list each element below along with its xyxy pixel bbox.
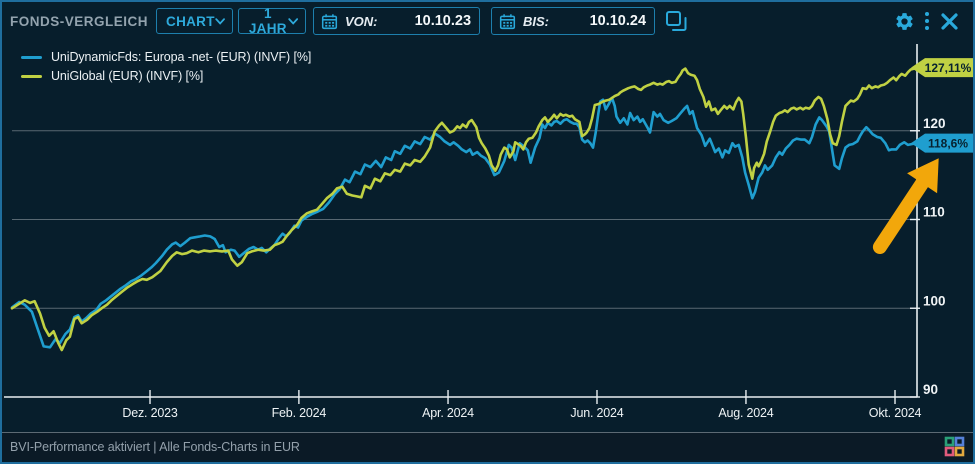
x-tick-label: Okt. 2024 bbox=[869, 406, 922, 420]
x-tick-label: Dez. 2023 bbox=[122, 406, 177, 420]
union-investment-tiles-button[interactable] bbox=[944, 436, 965, 457]
x-tick-label: Feb. 2024 bbox=[272, 406, 327, 420]
chart-type-dropdown[interactable]: CHART bbox=[156, 8, 234, 34]
close-icon bbox=[941, 12, 958, 30]
legend-swatch-yellow bbox=[21, 74, 42, 78]
chevron-down-icon bbox=[287, 17, 298, 25]
calendar-icon bbox=[499, 13, 516, 29]
legend-item: UniGlobal (EUR) (INVF) [%] bbox=[21, 68, 311, 84]
value-badge-label: 127,11% bbox=[925, 61, 972, 75]
performance-chart[interactable]: 90 100 110 120 Dez. 2023 Feb. 2024 Apr. 2024 Ju… bbox=[2, 40, 973, 432]
value-badge-uniglobal bbox=[911, 58, 973, 78]
annotation-arrow-head bbox=[907, 158, 939, 194]
chart-area[interactable]: 90 100 110 120 Dez. 2023 Feb. 2024 Apr. 2024 Ju… bbox=[2, 40, 973, 432]
y-tick-label: 120 bbox=[923, 116, 946, 131]
date-to-value[interactable]: 10.10.24 bbox=[589, 13, 647, 29]
date-to-label: BIS: bbox=[523, 13, 550, 29]
series-line-unidynamicfds[interactable] bbox=[10, 96, 919, 349]
period-dropdown[interactable]: 1 JAHR bbox=[238, 6, 307, 36]
copy-icon bbox=[666, 10, 687, 31]
date-to-field[interactable]: BIS: 10.10.24 bbox=[491, 7, 656, 35]
chart-legend: UniDynamicFds: Europa -net- (EUR) (INVF)… bbox=[21, 49, 311, 84]
value-badge-label: 118,6% bbox=[928, 137, 968, 151]
date-from-field[interactable]: VON: 10.10.23 bbox=[313, 7, 481, 35]
date-from-label: VON: bbox=[345, 13, 378, 29]
series-line-uniglobal[interactable] bbox=[10, 66, 919, 352]
calendar-icon bbox=[321, 13, 338, 29]
legend-swatch-blue bbox=[21, 55, 42, 59]
more-options-button[interactable] bbox=[925, 12, 929, 30]
status-text: BVI-Performance aktiviert | Alle Fonds-C… bbox=[10, 439, 300, 454]
settings-button[interactable] bbox=[894, 11, 915, 32]
x-tick-label: Apr. 2024 bbox=[422, 406, 474, 420]
chart-type-dropdown-label: CHART bbox=[166, 13, 215, 29]
gear-icon bbox=[896, 12, 913, 30]
kebab-icon bbox=[925, 12, 929, 30]
header-toolbar: FONDS-VERGLEICH CHART 1 JAHR VON: 10.10.… bbox=[2, 2, 973, 40]
x-tick-label: Jun. 2024 bbox=[570, 406, 623, 420]
y-tick-label: 90 bbox=[923, 382, 938, 397]
legend-item: UniDynamicFds: Europa -net- (EUR) (INVF)… bbox=[21, 49, 311, 65]
annotation-arrow-shaft bbox=[872, 176, 930, 255]
chevron-down-icon bbox=[215, 17, 225, 25]
colored-tiles-icon bbox=[944, 436, 965, 457]
period-dropdown-label: 1 JAHR bbox=[248, 6, 287, 36]
date-from-value[interactable]: 10.10.23 bbox=[414, 13, 472, 29]
close-button[interactable] bbox=[940, 12, 959, 31]
y-tick-label: 110 bbox=[923, 205, 945, 220]
status-bar: BVI-Performance aktiviert | Alle Fonds-C… bbox=[2, 432, 973, 460]
legend-label: UniGlobal (EUR) (INVF) [%] bbox=[51, 69, 204, 83]
value-badge-unidynamicfds bbox=[911, 133, 973, 153]
legend-label: UniDynamicFds: Europa -net- (EUR) (INVF)… bbox=[51, 50, 312, 64]
page-title: FONDS-VERGLEICH bbox=[10, 13, 149, 29]
copy-chart-button[interactable] bbox=[664, 9, 689, 34]
y-tick-label: 100 bbox=[923, 293, 946, 308]
x-tick-label: Aug. 2024 bbox=[718, 406, 773, 420]
